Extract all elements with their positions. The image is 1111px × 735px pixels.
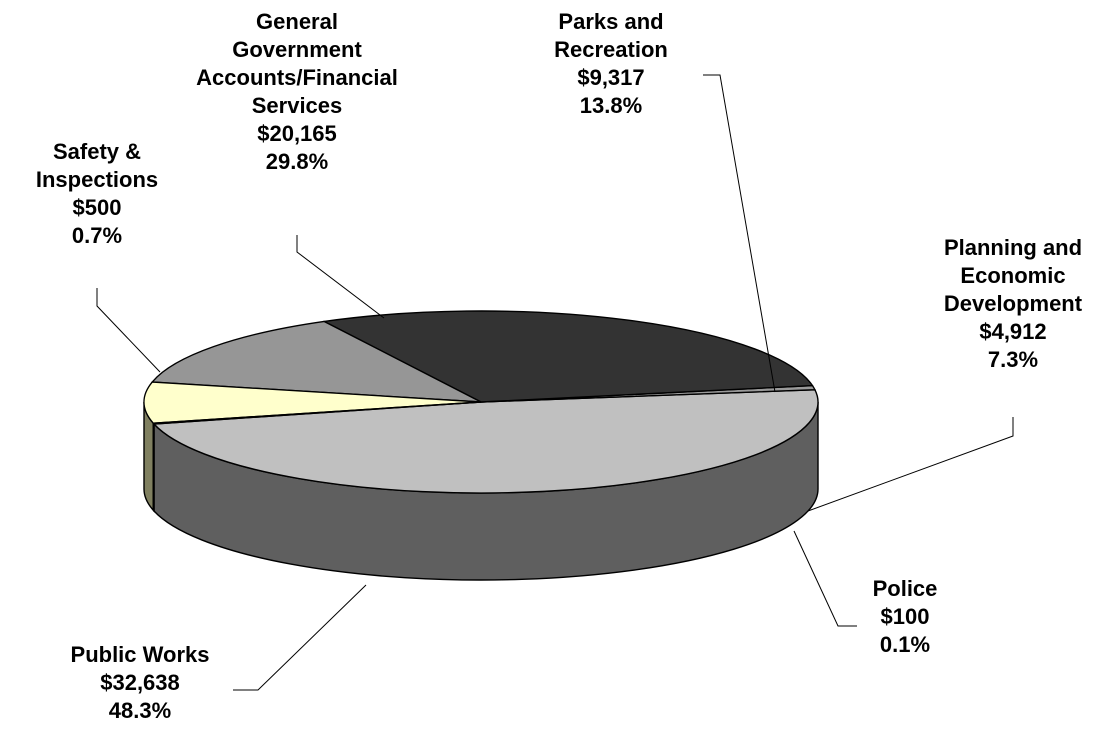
leader-line-parks-and-recreation <box>703 74 776 393</box>
slice-public-works <box>152 389 819 494</box>
slice-parks-and-recreation <box>150 320 482 403</box>
data-label-safety-and-inspections: Safety & Inspections $500 0.7% <box>36 139 158 248</box>
data-label-line: 48.3% <box>109 698 171 723</box>
data-label-line: 29.8% <box>266 149 328 174</box>
data-label-line: Parks and <box>558 9 663 34</box>
slice-police <box>151 401 482 425</box>
data-label-planning-and-economic-development: Planning and Economic Development $4,912 7.3… <box>944 235 1083 372</box>
data-label-line: Services <box>252 93 343 118</box>
data-label-line: 0.7% <box>72 223 122 248</box>
leader-lines <box>96 74 1014 691</box>
slice-general-government-accounts-financial-services <box>321 310 814 403</box>
leader-line-police <box>793 530 857 627</box>
data-label-line: Planning and <box>944 235 1082 260</box>
data-label-line: 13.8% <box>580 93 642 118</box>
data-label-line: Police <box>873 576 938 601</box>
data-label-line: Economic <box>960 263 1065 288</box>
slice-planning-and-economic-development <box>143 381 482 424</box>
data-label-line: $20,165 <box>257 121 337 146</box>
data-label-line: $32,638 <box>100 670 180 695</box>
data-label-line: Recreation <box>554 37 668 62</box>
data-label-line: General <box>256 9 338 34</box>
data-label-general-government-accounts-financial-services: General Government Accounts/Financial Servi… <box>196 9 398 174</box>
data-label-public-works: Public Works $32,638 48.3% <box>71 642 210 723</box>
leader-line-planning-and-economic-development <box>807 417 1014 512</box>
slice-labels: Public Works $32,638 48.3% Safety & Inspecti… <box>36 9 1083 723</box>
data-label-line: Government <box>232 37 362 62</box>
data-label-line: $9,317 <box>577 65 644 90</box>
data-label-line: Development <box>944 291 1083 316</box>
data-label-parks-and-recreation: Parks and Recreation $9,317 13.8% <box>554 9 668 118</box>
leader-line-public-works <box>233 584 367 691</box>
data-label-line: Accounts/Financial <box>196 65 398 90</box>
data-label-line: $100 <box>881 604 930 629</box>
leader-line-general-government-accounts-financial-services <box>296 235 385 319</box>
slice-side-police <box>152 421 155 513</box>
data-label-line: 7.3% <box>988 347 1038 372</box>
data-label-line: Safety & <box>53 139 141 164</box>
pie-tops <box>143 310 819 494</box>
data-label-line: Public Works <box>71 642 210 667</box>
data-label-line: Inspections <box>36 167 158 192</box>
leader-line-safety-and-inspections <box>96 288 161 373</box>
data-label-line: 0.1% <box>880 632 930 657</box>
data-label-police: Police $100 0.1% <box>873 576 938 657</box>
data-label-line: $4,912 <box>979 319 1046 344</box>
data-label-line: $500 <box>73 195 122 220</box>
